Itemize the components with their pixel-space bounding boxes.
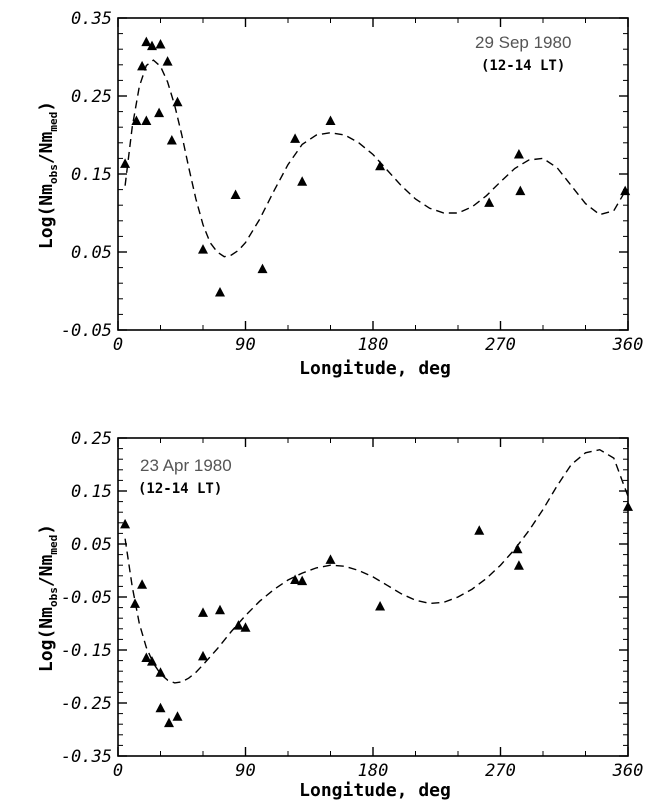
top-data-point <box>215 287 225 297</box>
bottom-x-axis-title: Longitude, deg <box>299 780 451 800</box>
top-data-point <box>375 160 386 171</box>
bottom-data-point <box>512 543 523 554</box>
bottom-data-point <box>375 601 386 611</box>
top-data-point <box>154 107 165 118</box>
bottom-data-point <box>164 717 174 728</box>
top-data-point <box>155 39 166 49</box>
bottom-ylabel-sub-med: med <box>47 535 60 555</box>
bottom-data-point <box>325 554 336 564</box>
top-y-tick-label: 0.15 <box>71 165 112 185</box>
top-data-point <box>162 56 173 66</box>
bottom-data-point <box>233 620 244 630</box>
bottom-fit-curve <box>124 448 629 684</box>
top-y-tick-label: 0.35 <box>71 9 112 29</box>
bottom-data-point <box>155 667 166 677</box>
top-y-axis-title: Log(Nmobs/Nmmed) <box>36 101 60 249</box>
bottom-x-tick-label: 90 <box>235 761 255 781</box>
top-data-point <box>141 115 152 125</box>
top-x-tick-label: 90 <box>235 335 255 355</box>
top-data-point <box>484 197 495 207</box>
top-ylabel-sub-med: med <box>47 112 60 132</box>
bottom-ylabel-end: ) <box>36 524 57 535</box>
bottom-y-tick-label: -0.05 <box>61 588 112 608</box>
bottom-y-tick-label: -0.35 <box>61 747 112 767</box>
top-x-tick-label: 0 <box>113 335 123 355</box>
top-data-point <box>297 176 308 186</box>
bottom-data-point <box>120 518 131 529</box>
top-data-point <box>131 115 142 125</box>
top-data-point <box>513 149 524 159</box>
bottom-data-point <box>172 711 183 721</box>
top-data-point <box>147 40 157 51</box>
bottom-data-point <box>215 604 225 615</box>
bottom-y-tick-label: 0.15 <box>71 482 112 502</box>
top-data-point <box>257 263 268 274</box>
top-y-tick-label: 0.05 <box>71 243 112 263</box>
top-fit-curve <box>124 59 626 258</box>
bottom-date-label: 23 Apr 1980 <box>140 456 232 475</box>
top-data-point <box>515 185 526 196</box>
bottom-ylabel-mid: /Nm <box>36 554 57 587</box>
bottom-data-point <box>130 598 140 608</box>
bottom-data-point <box>198 607 208 617</box>
bottom-x-tick-label: 270 <box>485 761 516 781</box>
bottom-ylabel-main: Log(Nm <box>36 607 57 672</box>
bottom-data-point <box>155 702 166 713</box>
top-x-tick-label: 270 <box>485 335 516 355</box>
top-data-point <box>620 185 631 196</box>
bottom-data-point <box>513 560 524 570</box>
top-ylabel-main: Log(Nm <box>36 184 57 249</box>
top-data-point <box>290 133 301 143</box>
bottom-data-point <box>474 525 485 535</box>
bottom-data-point <box>198 650 208 661</box>
bottom-data-point <box>147 656 157 666</box>
top-y-tick-label: 0.25 <box>71 87 112 107</box>
top-x-tick-label: 180 <box>358 335 389 355</box>
bottom-data-point <box>240 622 251 632</box>
bottom-x-tick-label: 0 <box>113 761 123 781</box>
top-x-axis-title: Longitude, deg <box>299 358 451 379</box>
bottom-data-point <box>141 652 152 662</box>
bottom-y-tick-label: -0.15 <box>61 641 112 661</box>
top-ylabel-end: ) <box>36 101 57 112</box>
top-data-point <box>230 189 241 200</box>
top-data-point <box>198 244 208 254</box>
top-data-point <box>325 115 336 125</box>
top-local-time-label: (12-14 LT) <box>481 58 565 74</box>
bottom-local-time-label: (12-14 LT) <box>138 481 222 497</box>
bottom-y-axis-title: Log(Nmobs/Nmmed) <box>36 524 60 672</box>
top-data-point <box>120 158 131 168</box>
bottom-y-tick-label: -0.25 <box>61 694 112 714</box>
bottom-data-point <box>297 575 308 586</box>
top-ylabel-sub-obs: obs <box>47 164 60 184</box>
bottom-y-tick-label: 0.05 <box>71 535 112 555</box>
top-ylabel-mid: /Nm <box>36 131 57 164</box>
top-data-point <box>137 60 148 71</box>
top-date-label: 29 Sep 1980 <box>475 33 571 52</box>
bottom-data-point <box>137 579 148 589</box>
top-y-tick-label: -0.05 <box>61 321 112 341</box>
top-data-point <box>166 134 177 145</box>
bottom-data-point <box>290 574 301 585</box>
top-data-point <box>141 36 152 47</box>
bottom-data-point <box>623 501 633 511</box>
top-data-point <box>172 96 183 107</box>
bottom-ylabel-sub-obs: obs <box>47 587 60 607</box>
bottom-x-tick-label: 180 <box>358 761 389 781</box>
bottom-x-tick-label: 360 <box>612 761 644 781</box>
bottom-y-tick-label: 0.25 <box>71 429 112 449</box>
top-x-tick-label: 360 <box>612 335 644 355</box>
